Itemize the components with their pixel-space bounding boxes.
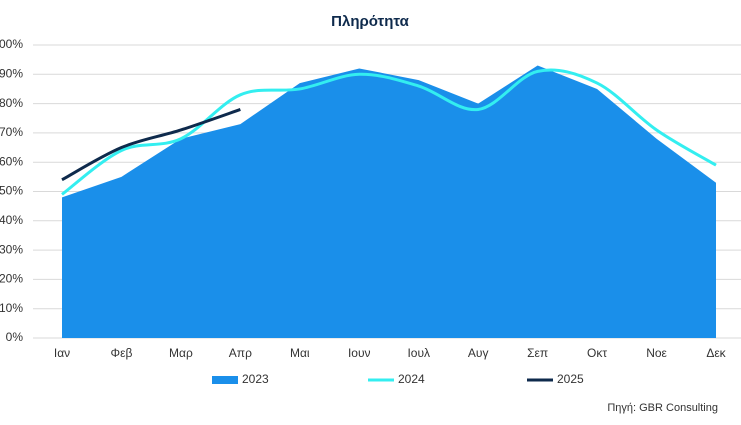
- y-tick-label: 0%: [6, 330, 24, 344]
- y-tick-label: 60%: [0, 154, 23, 168]
- y-tick-label: 100%: [0, 37, 23, 51]
- legend-label: 2024: [398, 372, 425, 386]
- x-tick-label: Ιουν: [348, 346, 371, 360]
- y-tick-label: 10%: [0, 301, 23, 315]
- chart-title: Πληρότητα: [331, 13, 409, 30]
- x-tick-label: Νοε: [646, 346, 667, 360]
- y-tick-label: 70%: [0, 125, 23, 139]
- x-tick-label: Μαι: [290, 346, 310, 360]
- y-tick-label: 50%: [0, 184, 23, 198]
- x-tick-label: Φεβ: [111, 346, 133, 360]
- y-tick-label: 20%: [0, 272, 23, 286]
- legend-swatch: [212, 376, 238, 384]
- x-tick-label: Ιαν: [54, 346, 70, 360]
- x-tick-label: Ιουλ: [407, 346, 430, 360]
- y-tick-label: 90%: [0, 66, 23, 80]
- legend-label: 2023: [242, 372, 269, 386]
- x-tick-label: Απρ: [229, 346, 252, 360]
- source: Πηγή: GBR Consulting: [607, 402, 718, 414]
- x-tick-label: Οκτ: [587, 346, 607, 360]
- x-tick-label: Σεπ: [527, 346, 548, 360]
- x-tick-label: Μαρ: [169, 346, 193, 360]
- x-tick-label: Αυγ: [468, 346, 489, 360]
- y-tick-label: 40%: [0, 213, 23, 227]
- y-tick-label: 30%: [0, 242, 23, 256]
- area: [62, 65, 716, 338]
- x-tick-label: Δεκ: [706, 346, 726, 360]
- line: [61, 108, 241, 182]
- y-tick-label: 80%: [0, 96, 23, 110]
- line: [61, 68, 717, 196]
- legend-label: 2025: [557, 372, 584, 386]
